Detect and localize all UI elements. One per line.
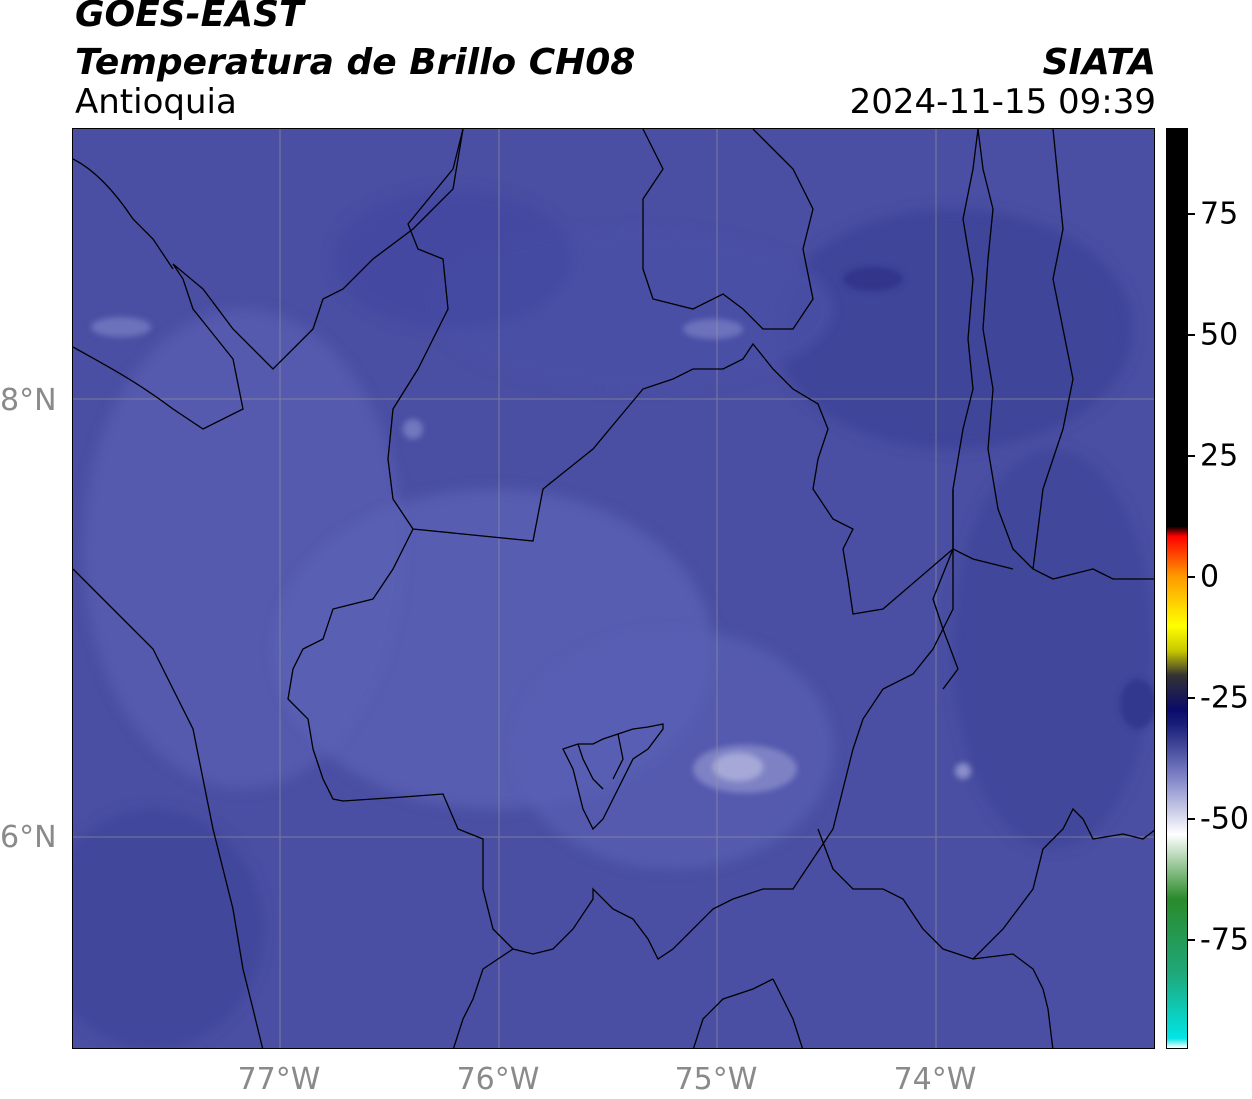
graticule	[73, 129, 1154, 1048]
colorbar-tick	[1188, 455, 1195, 457]
colorbar-tick	[1188, 334, 1195, 336]
lon-tick-label: 75°W	[674, 1062, 758, 1097]
brand-label: SIATA	[1042, 42, 1156, 83]
lon-tick-label: 76°W	[456, 1062, 540, 1097]
colorbar-label: 0	[1200, 559, 1220, 595]
colorbar-label: 75	[1200, 196, 1239, 232]
title-satellite: GOES-EAST	[75, 0, 304, 35]
colorbar-tick	[1188, 818, 1195, 820]
colorbar-tick	[1188, 213, 1195, 215]
region-label: Antioquia	[75, 82, 237, 122]
lat-tick-label: 8°N	[0, 383, 57, 418]
lon-tick-label: 74°W	[893, 1062, 977, 1097]
lon-tick-label: 77°W	[237, 1062, 321, 1097]
colorbar-label: 50	[1200, 317, 1239, 353]
colorbar-label: -75	[1200, 922, 1249, 958]
temperature-field	[73, 189, 1153, 1048]
colorbar	[1166, 128, 1188, 1049]
colorbar-tick	[1188, 576, 1195, 578]
map-canvas	[73, 129, 1154, 1048]
timestamp-label: 2024-11-15 09:39	[849, 82, 1156, 122]
colorbar-label: -25	[1200, 680, 1249, 716]
warm-spots	[91, 267, 1154, 793]
colorbar-label: 25	[1200, 438, 1239, 474]
colorbar-tick	[1188, 697, 1195, 699]
title-product: Temperatura de Brillo CH08	[75, 42, 636, 83]
colorbar-tick	[1188, 939, 1195, 941]
admin-boundaries	[73, 129, 1154, 1048]
map-panel[interactable]	[72, 128, 1155, 1049]
colorbar-label: -50	[1200, 801, 1249, 837]
lat-tick-label: 6°N	[0, 820, 57, 855]
